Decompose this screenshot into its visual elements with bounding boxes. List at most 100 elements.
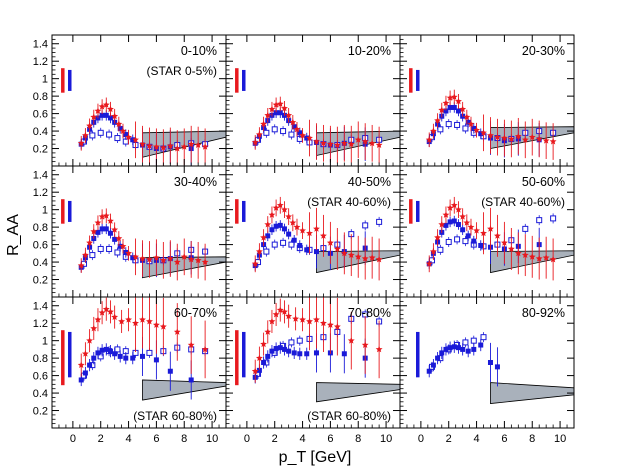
plot-area — [235, 68, 400, 164]
y-tick-label: 0.4 — [33, 257, 48, 269]
red-star-point — [455, 97, 462, 105]
blue-square-point — [451, 344, 457, 350]
red-star-point — [187, 341, 195, 348]
red-star-point — [173, 258, 181, 265]
red-star-point — [255, 247, 263, 255]
open-square-point — [280, 128, 287, 135]
red-star-point — [375, 255, 383, 263]
blue-square-point — [87, 362, 93, 368]
plot-area — [409, 68, 574, 160]
red-star-point — [272, 310, 280, 318]
red-star-point — [194, 141, 202, 148]
blue-square-point — [99, 347, 105, 353]
blue-square-point — [112, 351, 118, 357]
centrality-label: 0-10% — [181, 44, 217, 58]
red-star-point — [276, 201, 284, 209]
y-tick-label: 0.6 — [33, 371, 48, 383]
blue-square-point — [261, 360, 267, 365]
red-star-point — [459, 105, 467, 113]
blue-square-point — [291, 124, 297, 130]
y-tick-label: 1.4 — [33, 170, 48, 182]
red-star-point — [514, 132, 522, 140]
blue-square-point — [256, 367, 262, 373]
plot-area — [61, 68, 226, 166]
blue-norm-uncertainty-bar — [416, 69, 420, 91]
y-tick-label: 1.4 — [33, 301, 48, 313]
reference-note: (STAR 60-80%) — [133, 409, 217, 423]
open-square-point — [114, 249, 121, 256]
red-star-point — [255, 354, 263, 362]
x-tick-label: 6 — [153, 433, 159, 445]
blue-square-point — [443, 222, 449, 228]
y-tick-label: 1.2 — [33, 56, 48, 68]
red-star-point — [81, 350, 89, 357]
red-star-point — [507, 245, 515, 252]
red-star-point — [521, 251, 529, 258]
blue-square-point — [494, 364, 500, 370]
blue-square-point — [265, 353, 271, 359]
blue-square-point — [91, 355, 97, 361]
red-star-point — [102, 101, 110, 108]
red-star-point — [289, 219, 297, 226]
red-star-point — [272, 101, 280, 108]
red-star-point — [326, 140, 334, 148]
panel-20-30%: 20-30% — [399, 34, 575, 167]
red-star-point — [119, 127, 127, 134]
red-star-point — [347, 140, 355, 148]
blue-square-point — [139, 353, 145, 359]
plot-area — [235, 196, 400, 281]
red-star-point — [446, 94, 454, 101]
open-square-point — [288, 241, 295, 248]
red-star-point — [361, 341, 369, 348]
x-tick-label: 2 — [446, 433, 452, 445]
reference-note: (STAR 0-5%) — [147, 64, 217, 78]
red-star-point — [125, 316, 132, 323]
blue-square-point — [465, 348, 471, 354]
red-star-point — [159, 144, 167, 151]
red-star-point — [333, 141, 341, 148]
blue-square-point — [297, 351, 303, 357]
red-star-point — [132, 136, 139, 143]
open-square-point — [470, 337, 477, 344]
red-star-point — [187, 255, 195, 263]
red-star-point — [86, 337, 94, 344]
panel-30-40%: 0.2 0.4 0.6 0.8 1 1.2 1.4 30-40% — [33, 165, 227, 298]
red-star-point — [166, 142, 174, 149]
red-star-point — [521, 136, 529, 143]
open-square-point — [146, 349, 153, 356]
red-star-point — [111, 313, 119, 320]
red-star-point — [306, 229, 313, 237]
plot-area — [409, 196, 574, 281]
red-norm-uncertainty-bar — [409, 68, 413, 93]
red-star-point — [446, 204, 454, 211]
open-square-point — [536, 217, 543, 224]
blue-square-point — [273, 346, 279, 352]
red-norm-uncertainty-bar — [61, 68, 65, 93]
red-star-point — [425, 136, 433, 143]
theory-band — [316, 382, 400, 403]
blue-square-point — [465, 119, 471, 125]
open-square-point — [522, 225, 529, 232]
open-square-point — [271, 126, 278, 133]
red-star-point — [90, 227, 98, 235]
blue-square-point — [95, 350, 101, 356]
red-star-point — [281, 308, 288, 315]
open-square-point — [296, 337, 303, 344]
blue-square-point — [130, 355, 136, 361]
red-norm-uncertainty-bar — [61, 330, 65, 386]
blue-square-point — [107, 115, 113, 121]
blue-square-point — [341, 351, 347, 357]
y-tick-label: 0.6 — [33, 109, 48, 121]
red-star-point — [313, 137, 320, 145]
blue-square-point — [297, 130, 303, 136]
centrality-label: 20-30% — [522, 44, 565, 58]
red-star-point — [549, 255, 557, 263]
red-star-point — [152, 254, 160, 261]
centrality-label: 70-80% — [348, 306, 391, 320]
blue-square-point — [304, 351, 310, 357]
red-star-point — [90, 113, 98, 121]
blue-square-point — [443, 346, 449, 352]
blue-square-point — [99, 112, 105, 118]
blue-square-point — [304, 135, 310, 141]
red-star-point — [159, 323, 167, 330]
